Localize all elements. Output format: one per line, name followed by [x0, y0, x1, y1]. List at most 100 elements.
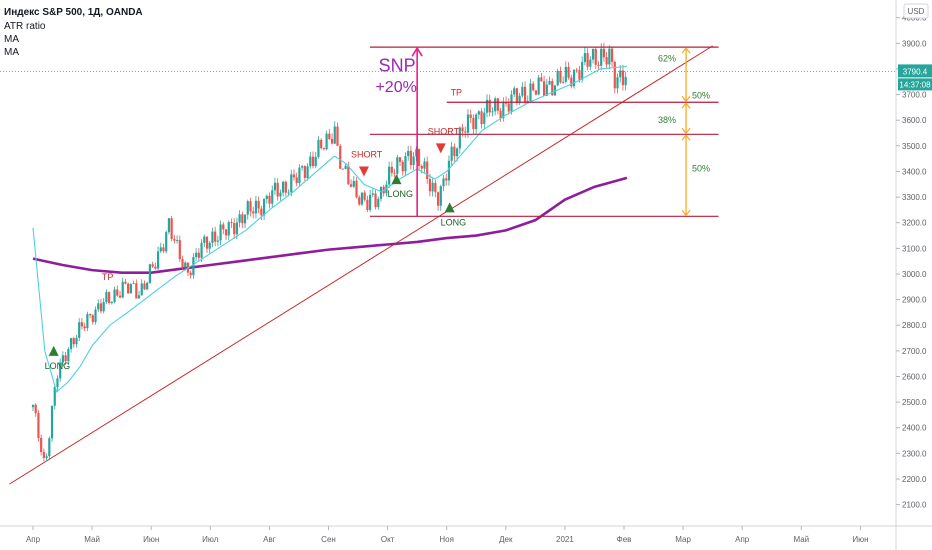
candle-up — [262, 199, 266, 216]
candle-down — [322, 148, 325, 150]
candle-up — [442, 178, 445, 187]
candle-down — [472, 117, 475, 130]
candle-down — [328, 133, 331, 139]
candle-up — [521, 86, 524, 96]
short-signal-marker — [435, 143, 446, 154]
candle-down — [426, 161, 429, 180]
candle-up — [235, 222, 238, 235]
candle-down — [72, 338, 75, 345]
candle-up — [298, 167, 301, 184]
y-tick-label: 3100.0 — [902, 244, 927, 253]
candle-down — [393, 172, 396, 174]
candle-up — [510, 94, 513, 112]
x-tick-label: Июн — [143, 535, 159, 544]
candle-up — [360, 192, 364, 205]
indicator-atr-ratio[interactable]: ATR ratio — [4, 21, 46, 32]
x-tick-label: Май — [793, 535, 809, 544]
candle-down — [417, 149, 421, 166]
x-tick-label: 2021 — [556, 535, 574, 544]
candle-up — [94, 309, 97, 323]
y-tick-label: 3300.0 — [902, 193, 927, 202]
candle-down — [118, 295, 122, 298]
candle-up — [175, 240, 179, 241]
ma-fast-layer — [32, 65, 628, 393]
candle-down — [436, 192, 440, 206]
chart-title[interactable]: Индекс S&P 500, 1Д, OANDA — [4, 7, 143, 18]
usd-button[interactable]: USD — [903, 3, 929, 19]
y-tick-label: 3600.0 — [902, 116, 927, 125]
candle-down — [507, 103, 510, 112]
x-tick-label: Сен — [321, 535, 336, 544]
short-label: SHORT — [428, 126, 460, 136]
fib-arrowhead — [681, 134, 691, 141]
candle-up — [475, 114, 478, 130]
candle-up — [545, 84, 548, 96]
candle-down — [151, 264, 154, 267]
candle-down — [37, 413, 40, 438]
candle-down — [390, 166, 393, 173]
countdown-tag: 14:37:08 — [898, 78, 932, 91]
candle-down — [366, 199, 369, 210]
y-tick-label: 2400.0 — [902, 424, 927, 433]
long-label: LONG — [45, 361, 71, 371]
candle-up — [333, 126, 336, 144]
candle-up — [159, 247, 162, 252]
trendline-layer — [9, 45, 713, 485]
candle-down — [610, 48, 614, 62]
ma-slow-line — [32, 176, 628, 274]
x-tick-label: Мар — [675, 535, 691, 544]
x-tick-label: Ноя — [439, 535, 454, 544]
candle-down — [358, 197, 361, 205]
y-tick-label: 2800.0 — [902, 321, 927, 330]
candle-up — [314, 156, 317, 167]
x-tick-label: Май — [84, 535, 100, 544]
y-tick-label: 2300.0 — [902, 449, 927, 458]
fib-arrowhead — [681, 127, 691, 135]
candle-up — [513, 88, 516, 95]
candle-down — [420, 165, 423, 169]
snp-arrow-head — [411, 46, 423, 57]
support-trendline — [9, 45, 713, 485]
candle-up — [184, 262, 187, 268]
candle-up — [265, 195, 268, 200]
candle-up — [377, 198, 380, 207]
candle-down — [135, 283, 138, 299]
candle-up — [31, 404, 35, 408]
snp-label-line1: SNP — [379, 56, 416, 76]
signals-layer — [48, 143, 455, 356]
long-label: LONG — [387, 189, 413, 199]
candle-up — [396, 157, 399, 174]
candle-up — [325, 133, 328, 150]
last-price-value: 3790.4 — [903, 67, 928, 76]
candle-up — [439, 186, 442, 206]
candle-down — [311, 156, 315, 167]
candle-up — [56, 378, 59, 387]
candle-down — [461, 127, 464, 132]
candle-down — [453, 146, 456, 157]
x-tick-label: Июн — [852, 535, 868, 544]
fib-arrowhead — [681, 95, 691, 103]
candle-up — [200, 242, 203, 258]
candle-up — [50, 405, 54, 439]
candle-up — [477, 111, 480, 115]
y-tick-label: 3900.0 — [902, 39, 927, 48]
candle-down — [578, 70, 581, 80]
levels-layer — [369, 46, 719, 217]
short-signal-marker — [358, 166, 369, 177]
candle-down — [64, 355, 67, 362]
candle-up — [238, 214, 241, 223]
indicator-ma[interactable]: MA — [4, 34, 19, 45]
candle-down — [534, 90, 538, 95]
candle-down — [401, 161, 404, 172]
candle-up — [458, 127, 461, 149]
candle-down — [347, 165, 350, 185]
candle-down — [434, 182, 437, 193]
candle-up — [369, 194, 372, 210]
candle-down — [594, 49, 597, 65]
candle-down — [499, 110, 502, 119]
indicator-ma[interactable]: MA — [4, 47, 19, 58]
candle-up — [344, 165, 347, 169]
candle-down — [398, 157, 402, 162]
